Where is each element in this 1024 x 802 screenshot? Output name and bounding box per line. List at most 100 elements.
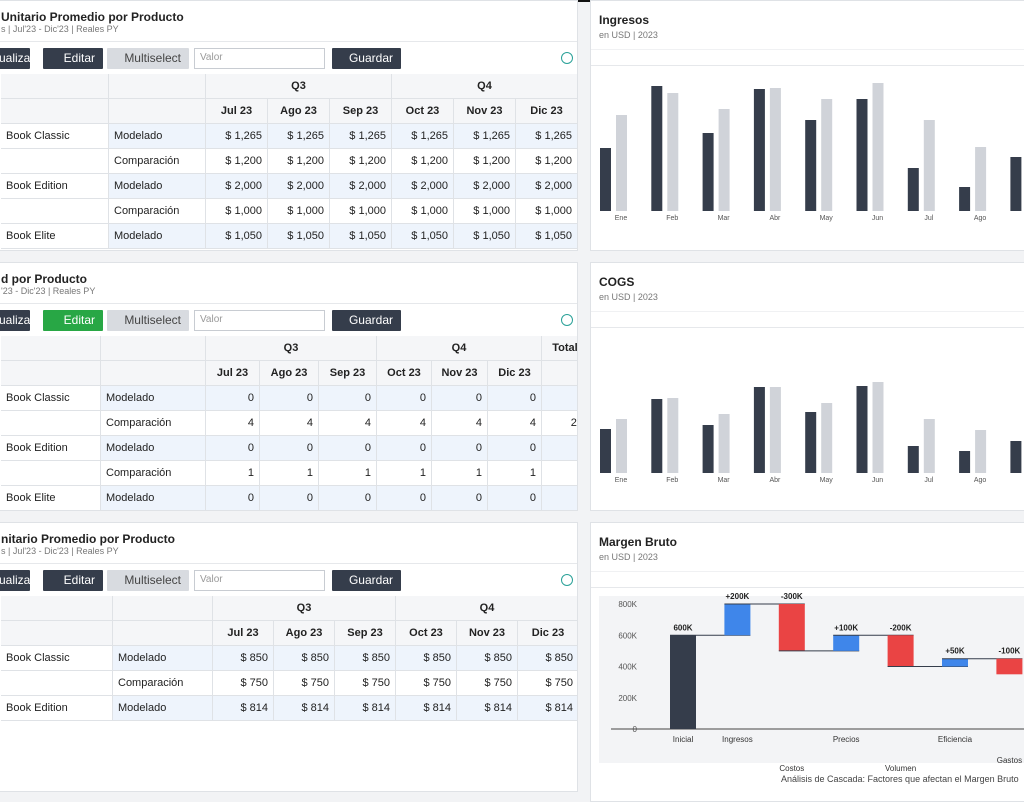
panel-subtitle: s | Jul'23 - Dic'23 | Reales PY — [1, 546, 119, 556]
x-tick-label: Eficiencia — [938, 735, 973, 744]
value-cell: 1 — [432, 461, 488, 486]
value-cell: $ 750 — [457, 671, 518, 696]
value-cell: $ 1,050 — [392, 224, 454, 249]
value-cell: $ 2,000 — [206, 174, 268, 199]
header-cell — [113, 621, 213, 646]
value-cell: $ 1,265 — [268, 124, 330, 149]
x-tick-label: Jun — [872, 215, 883, 222]
x-tick-label: Jul — [924, 477, 933, 484]
value-cell: $ 1,000 — [330, 199, 392, 224]
row-label: Modelado — [109, 224, 206, 249]
x-tick-label: Abr — [769, 477, 781, 484]
bar — [856, 99, 868, 211]
value-cell: 0 — [319, 386, 377, 411]
value-cell: 0 — [377, 386, 432, 411]
value-cell: 1 — [488, 461, 542, 486]
value-cell: 0 — [260, 386, 319, 411]
month-header: Sep 23 — [335, 621, 396, 646]
button[interactable]: Multiselect — [107, 48, 189, 69]
value-cell: 0 — [319, 486, 377, 510]
chart-panel: COGS en USD | 2023 Ene Feb Mar Abr May Jun Jul Ag… — [590, 262, 1024, 511]
row-label: Modelado — [109, 124, 206, 149]
button-label: Editar — [63, 573, 95, 587]
value-cell: 4 — [206, 411, 260, 436]
header-cell — [109, 74, 206, 99]
button[interactable]: ualizar — [0, 48, 34, 69]
button[interactable]: ualizar — [0, 310, 34, 331]
value-cell: $ 850 — [274, 646, 335, 671]
value-cell: 4 — [377, 411, 432, 436]
quarter-header: Q4 — [377, 336, 542, 361]
bar — [907, 446, 919, 473]
value-cell: $ 2,000 — [268, 174, 330, 199]
value-input[interactable]: Valor — [194, 570, 325, 591]
panel-title: nitario Promedio por Producto — [1, 532, 176, 546]
x-tick-label: Costos — [779, 764, 804, 773]
value-cell: 4 — [319, 411, 377, 436]
chart-subtitle: en USD | 2023 — [599, 30, 658, 40]
chart: Ene Feb Mar Abr May Jun Jul Ago — [600, 382, 1022, 484]
month-header: Sep 23 — [319, 361, 377, 386]
value-cell: 1 — [319, 461, 377, 486]
table-panel: nitario Promedio por Producto s | Jul'23 … — [0, 522, 578, 792]
quarter-header: Q4 — [396, 596, 577, 621]
value-cell: 1 — [542, 486, 577, 510]
value-cell: 1 — [377, 461, 432, 486]
button-label: Multiselect — [124, 573, 181, 587]
value-cell: 4 — [260, 411, 319, 436]
row-label: Modelado — [101, 486, 206, 510]
bar — [975, 430, 987, 473]
button[interactable]: Guardar — [332, 310, 401, 331]
button[interactable]: Guardar — [332, 48, 401, 69]
month-header: Oct 23 — [377, 361, 432, 386]
divider — [0, 563, 577, 564]
bar — [1010, 441, 1022, 473]
row-label: Modelado — [113, 696, 213, 721]
table-panel: d por Producto '23 - Dic'23 | Reales PY ua… — [0, 262, 578, 511]
value-input[interactable]: Valor — [194, 48, 325, 69]
value-cell: $ 850 — [335, 646, 396, 671]
value-input[interactable]: Valor — [194, 310, 325, 331]
button[interactable]: Guardar — [332, 570, 401, 591]
header-cell — [101, 361, 206, 386]
month-header: Oct 23 — [396, 621, 457, 646]
info-icon — [561, 314, 573, 326]
x-tick-label: Ene — [615, 477, 628, 484]
divider — [0, 41, 577, 42]
divider — [591, 311, 1024, 312]
row-label: Book Classic — [1, 386, 101, 411]
button[interactable]: Editar — [43, 570, 103, 591]
x-tick-label: Jun — [872, 477, 883, 484]
bar — [856, 386, 868, 473]
value-cell: $ 750 — [274, 671, 335, 696]
data-label: +200K — [726, 592, 750, 601]
button-label: Guardar — [348, 573, 393, 587]
bar — [975, 147, 987, 211]
button-label: Guardar — [348, 313, 393, 327]
waterfall-bar — [942, 658, 968, 667]
button[interactable]: ualizar — [0, 570, 34, 591]
waterfall-bar — [887, 635, 914, 667]
value-cell: $ 814 — [213, 696, 274, 721]
value-cell: 24 — [542, 411, 577, 436]
value-cell: $ 850 — [518, 646, 577, 671]
y-tick-label: 800K — [618, 600, 637, 609]
value-cell: $ 850 — [213, 646, 274, 671]
button[interactable]: Editar — [43, 310, 103, 331]
value-cell: 0 — [542, 386, 577, 411]
x-tick-label: Ago — [974, 215, 987, 222]
value-cell: 0 — [432, 486, 488, 510]
button[interactable]: Multiselect — [107, 570, 189, 591]
value-cell: $ 850 — [457, 646, 518, 671]
month-header: Jul 23 — [206, 99, 268, 124]
month-header: Dic 23 — [518, 621, 577, 646]
bar — [651, 86, 663, 211]
value-cell: $ 1,000 — [392, 199, 454, 224]
bar — [923, 120, 935, 211]
info-icon — [561, 52, 573, 64]
bar — [718, 109, 730, 211]
button[interactable]: Editar — [43, 48, 103, 69]
button[interactable]: Multiselect — [107, 310, 189, 331]
value-cell: $ 1,050 — [454, 224, 516, 249]
